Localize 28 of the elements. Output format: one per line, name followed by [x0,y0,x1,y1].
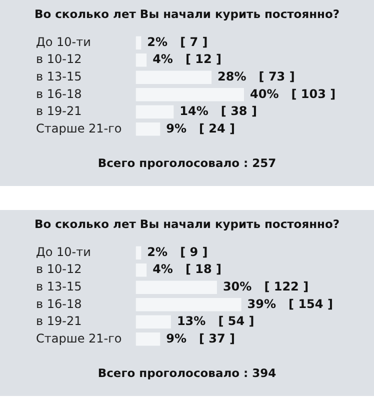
y-tick-label: До 10-ти [36,34,91,49]
data-label: 4% [ 12 ] [152,52,222,66]
chart-title: Во сколько лет Вы начали курить постоянно? [33,216,341,233]
y-tick-label: в 16-18 [36,296,82,311]
data-label: 13% [ 54 ] [176,314,254,328]
data-label: 14% [ 38 ] [180,104,257,118]
data-label: 2% [ 9 ] [147,244,208,259]
data-label: 2% [ 7 ] [147,34,208,49]
data-label: 30% [ 122 ] [222,279,309,294]
data-label: 39% [ 154 ] [247,296,333,311]
y-tick-label: в 13-15 [36,279,82,294]
y-tick-label: в 13-15 [36,69,82,84]
data-label: 4% [ 18 ] [152,262,222,276]
data-label: 28% [ 73 ] [218,69,295,84]
y-tick-label: Старше 21-го [36,121,122,136]
data-label: 9% [ 24 ] [166,121,236,136]
data-label: 40% [ 103 ] [250,86,336,101]
y-tick-label: Старше 21-го [36,331,122,346]
y-tick-label: в 10-12 [36,52,82,66]
text: Всего проголосовало : 257 [96,156,278,170]
y-tick-label: в 19-21 [36,104,82,118]
y-tick-label: в 16-18 [36,86,82,101]
chart-title: Во сколько лет Вы начали курить постоянно? [33,6,341,23]
y-tick-label: До 10-ти [36,244,91,259]
text: Всего проголосовало : 394 [96,366,278,380]
y-tick-label: в 19-21 [36,314,82,328]
y-tick-label: в 10-12 [36,262,82,276]
data-label: 9% [ 37 ] [166,331,236,346]
